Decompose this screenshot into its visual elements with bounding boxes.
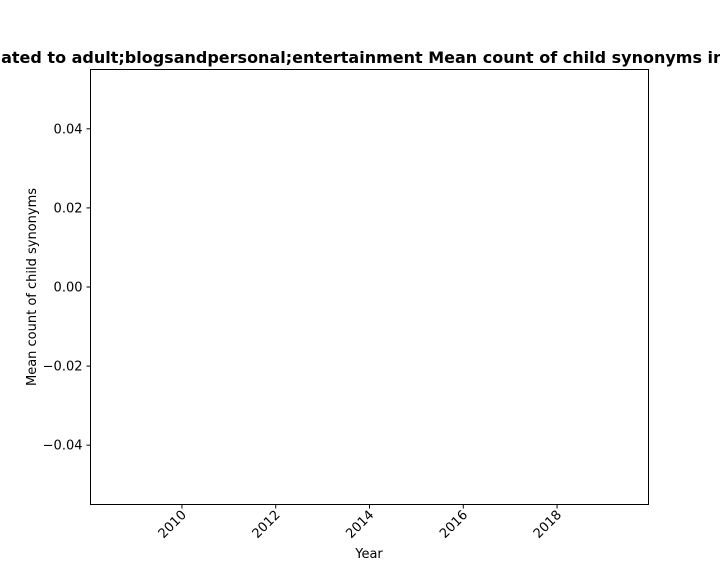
y-axis: 0.04 0.02 0.00 −0.02 −0.04 [43, 122, 91, 454]
x-tick-label: 2016 [437, 508, 471, 542]
y-tick-label: 0.02 [54, 201, 83, 216]
y-tick-label: −0.04 [43, 439, 83, 454]
chart-title: lated to adult;blogsandpersonal;entertai… [0, 48, 720, 67]
y-tick-label: 0.04 [54, 122, 83, 137]
x-tick-label: 2014 [343, 508, 377, 542]
x-axis: 2010 2012 2014 2016 2018 [156, 504, 565, 542]
x-tick-label: 2012 [250, 508, 284, 542]
x-tick-label: 2018 [531, 508, 565, 542]
y-axis-label: Mean count of child synonyms [25, 188, 40, 386]
plot-area [90, 69, 649, 505]
x-tick-label: 2010 [156, 508, 190, 542]
y-tick-label: −0.02 [43, 360, 83, 375]
x-axis-label: Year [354, 547, 383, 562]
y-tick-label: 0.00 [54, 281, 83, 296]
